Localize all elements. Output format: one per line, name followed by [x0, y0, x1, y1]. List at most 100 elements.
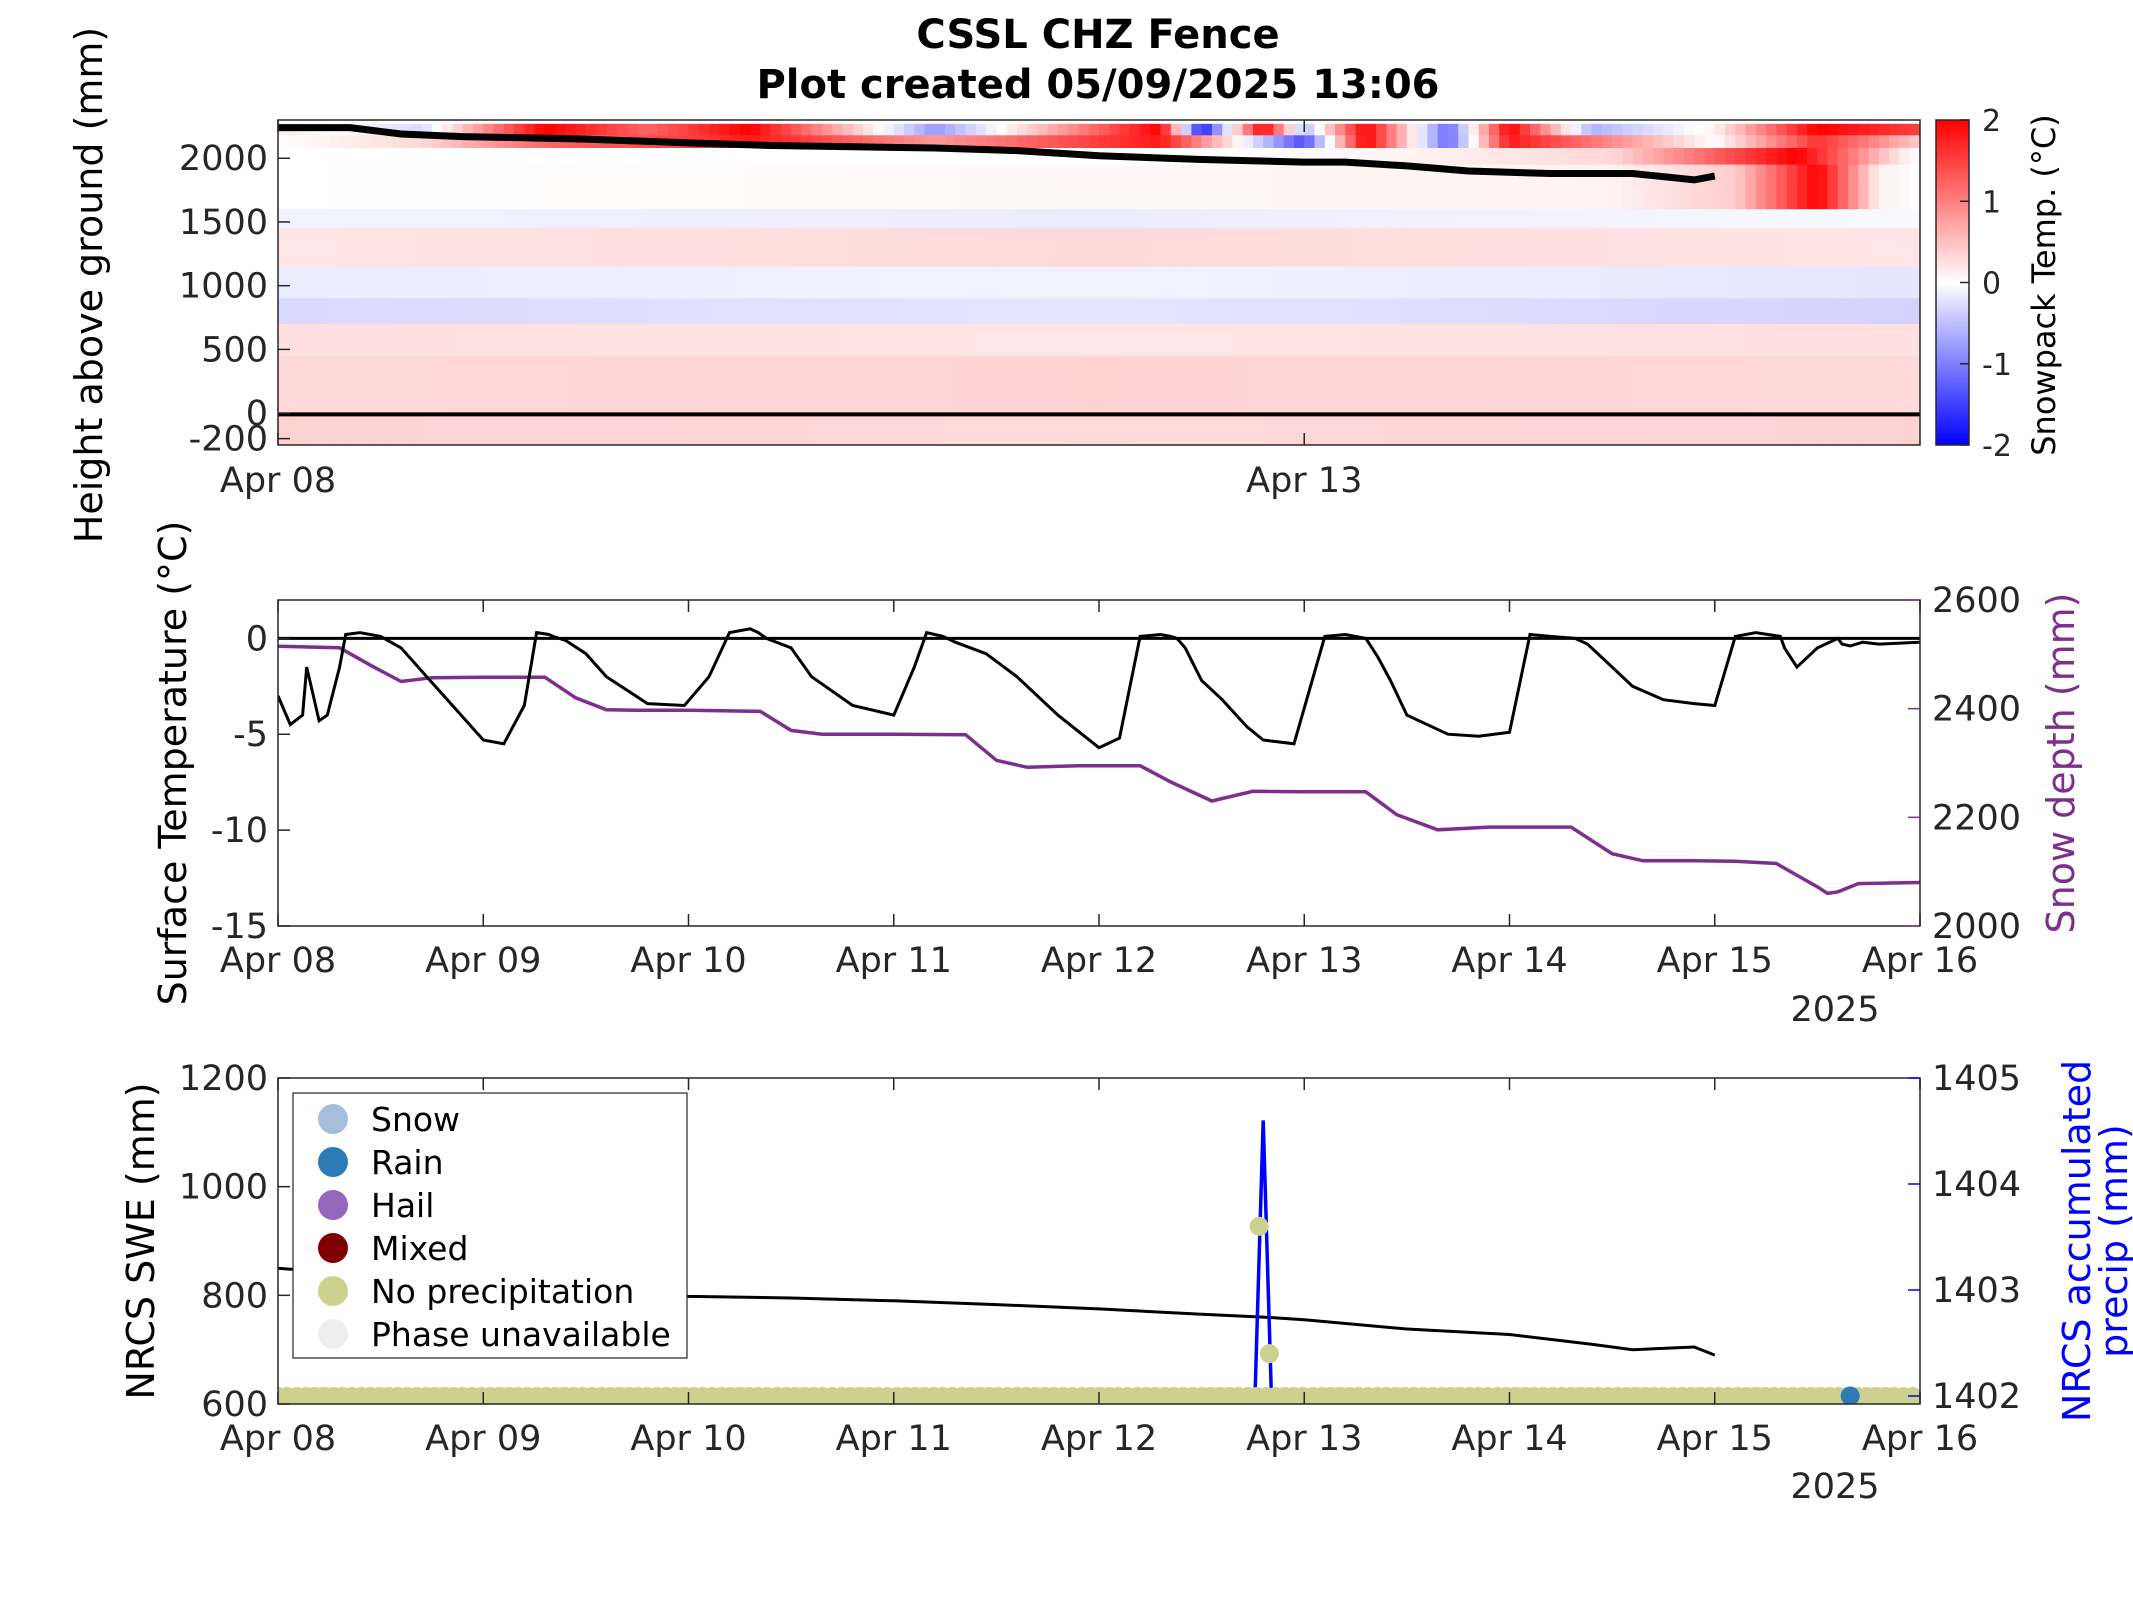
heatmap-cell [493, 148, 505, 166]
heatmap-cell [1509, 123, 1521, 136]
heatmap-cell [411, 413, 423, 445]
heatmap-cell [1365, 323, 1377, 357]
heatmap-cell [1047, 209, 1059, 229]
heatmap-cell [821, 323, 833, 357]
heatmap-cell [1057, 135, 1069, 149]
heatmap-cell [1632, 298, 1644, 325]
heatmap-cell [1827, 298, 1839, 325]
heatmap-cell [1591, 164, 1603, 210]
heatmap-cell [575, 228, 587, 268]
heatmap-cell [349, 266, 361, 300]
heatmap-cell [1817, 148, 1829, 166]
heatmap-cell [1540, 123, 1552, 136]
heatmap-cell [1807, 298, 1818, 325]
heatmap-cell [483, 298, 495, 325]
heatmap-cell [1181, 164, 1192, 210]
heatmap-cell [493, 413, 505, 445]
heatmap-cell [575, 298, 587, 325]
heatmap-cell [278, 135, 289, 149]
legend-item-rain: Rain [318, 1143, 444, 1182]
heatmap-cell [1294, 209, 1305, 229]
heatmap-cell [914, 323, 926, 357]
heatmap-cell [390, 164, 402, 210]
heatmap-cell [1560, 228, 1572, 268]
heatmap-cell [1263, 298, 1275, 325]
heatmap-cell [1632, 148, 1644, 166]
heatmap-cell [647, 355, 659, 414]
heatmap-cell [1499, 323, 1511, 357]
heatmap-cell [1786, 123, 1798, 136]
heatmap-cell [1827, 148, 1839, 166]
heatmap-cell [1468, 266, 1480, 300]
heatmap-cell [1263, 355, 1275, 414]
heatmap-cell [893, 323, 905, 357]
heatmap-cell [1396, 298, 1408, 325]
heatmap-cell [524, 228, 536, 268]
heatmap-cell [1889, 209, 1901, 229]
heatmap-cell [298, 164, 310, 210]
heatmap-cell [1601, 323, 1613, 357]
heatmap-cell [278, 266, 289, 300]
heatmap-cell [750, 164, 761, 210]
heatmap-cell [1796, 266, 1808, 300]
heatmap-cell [1509, 266, 1521, 300]
heatmap-cell [1273, 355, 1285, 414]
panel1-y-tick-label: -200 [189, 420, 268, 460]
heatmap-cell [924, 123, 936, 136]
heatmap-cell [996, 123, 1008, 136]
heatmap-cell [1232, 228, 1244, 268]
heatmap-cell [1263, 323, 1275, 357]
heatmap-cell [986, 123, 997, 136]
legend-item-mixed: Mixed [318, 1229, 468, 1268]
heatmap-cell [606, 209, 618, 229]
heatmap-cell [1109, 123, 1121, 136]
heatmap-cell [1879, 298, 1890, 325]
heatmap-cell [308, 148, 320, 166]
heatmap-cell [1273, 413, 1285, 445]
heatmap-cell [1294, 123, 1305, 136]
heatmap-cell [390, 355, 402, 414]
heatmap-cell [1684, 164, 1695, 210]
heatmap-cell [1591, 413, 1603, 445]
heatmap-cell [1201, 228, 1213, 268]
heatmap-cell [1222, 323, 1234, 357]
heatmap-cell [1047, 164, 1059, 210]
heatmap-cell [934, 323, 946, 357]
heatmap-cell [462, 135, 474, 149]
heatmap-cell [349, 209, 361, 229]
heatmap-cell [442, 355, 454, 414]
heatmap-cell [996, 355, 1008, 414]
heatmap-cell [955, 413, 967, 445]
heatmap-cell [1417, 355, 1428, 414]
heatmap-cell [965, 135, 977, 149]
heatmap-cell [1673, 209, 1685, 229]
heatmap-cell [473, 266, 484, 300]
heatmap-cell [1796, 298, 1808, 325]
heatmap-cell [1365, 135, 1377, 149]
heatmap-cell [452, 323, 464, 357]
heatmap-cell [801, 148, 813, 166]
heatmap-cell [821, 355, 833, 414]
heatmap-cell [780, 323, 792, 357]
heatmap-cell [524, 123, 536, 136]
heatmap-cell [863, 298, 874, 325]
heatmap-cell [770, 135, 782, 149]
heatmap-cell [1909, 413, 1920, 445]
heatmap-cell [1868, 413, 1880, 445]
heatmap-cell [1868, 135, 1880, 149]
heatmap-cell [626, 413, 638, 445]
heatmap-cell [1468, 123, 1480, 136]
heatmap-cell [1099, 323, 1110, 357]
heatmap-cell [852, 164, 864, 210]
heatmap-cell [401, 148, 412, 166]
heatmap-cell [924, 266, 936, 300]
heatmap-cell [308, 323, 320, 357]
heatmap-cell [893, 148, 905, 166]
heatmap-cell [1006, 266, 1018, 300]
heatmap-cell [1396, 413, 1408, 445]
heatmap-cell [668, 123, 679, 136]
heatmap-cell [1140, 323, 1151, 357]
heatmap-cell [524, 413, 536, 445]
heatmap-cell [1735, 413, 1747, 445]
